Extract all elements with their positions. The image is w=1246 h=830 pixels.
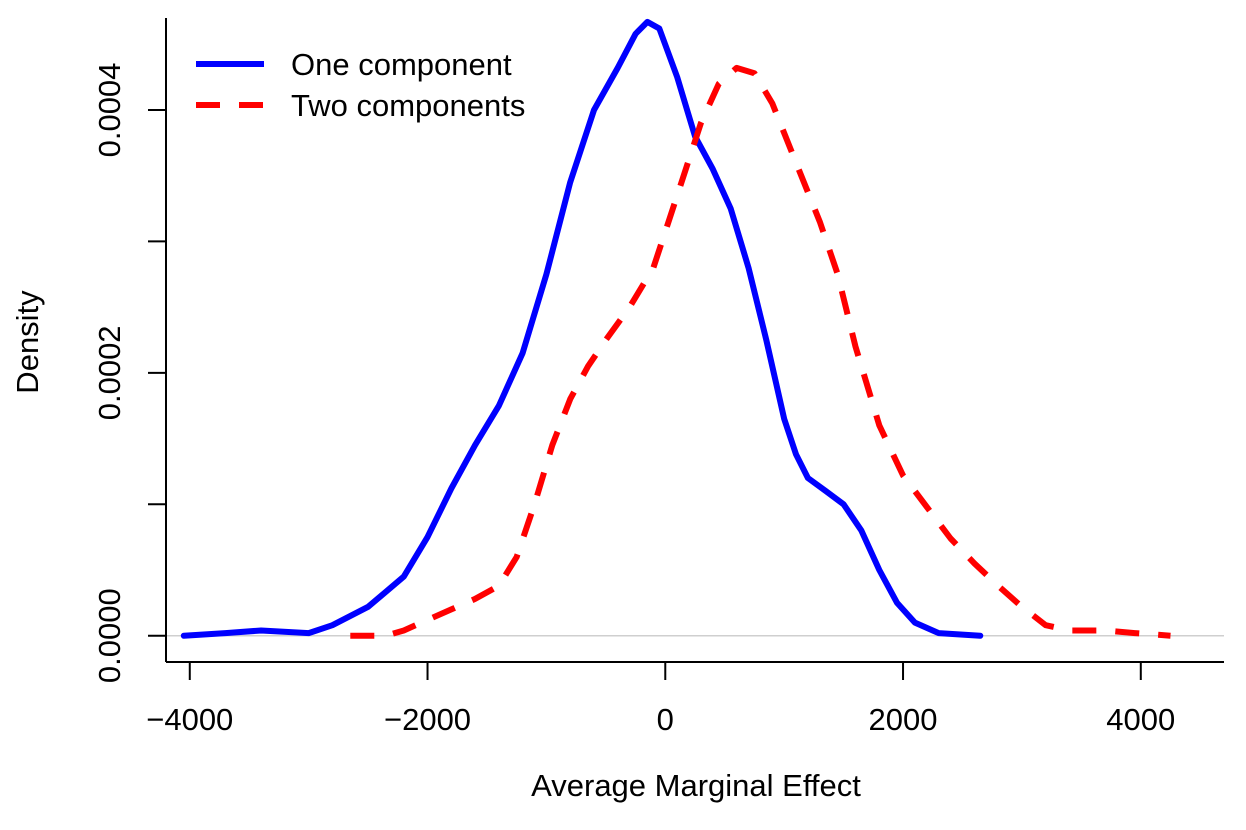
legend-label-2: Two components [291, 88, 525, 123]
x-tick-label: 2000 [869, 702, 938, 737]
plot-area [167, 18, 1224, 639]
legend: One component Two components [196, 47, 525, 123]
y-tick-label: 0.0004 [92, 63, 127, 158]
x-tick-label: 0 [657, 702, 674, 737]
x-axis-title: Average Marginal Effect [531, 768, 861, 803]
y-tick-label: 0.0002 [92, 325, 127, 420]
axes: −4000 −2000 0 2000 4000 0.0000 0.0002 0.0004 [92, 18, 1224, 737]
x-tick-label: −2000 [384, 702, 471, 737]
x-tick-label: 4000 [1106, 702, 1175, 737]
x-tick-label: −4000 [146, 702, 233, 737]
y-axis-title: Density [10, 290, 45, 394]
legend-label-1: One component [291, 47, 512, 82]
series-line-1 [180, 18, 984, 639]
series-line-2 [350, 64, 1171, 639]
y-tick-label: 0.0000 [92, 588, 127, 683]
